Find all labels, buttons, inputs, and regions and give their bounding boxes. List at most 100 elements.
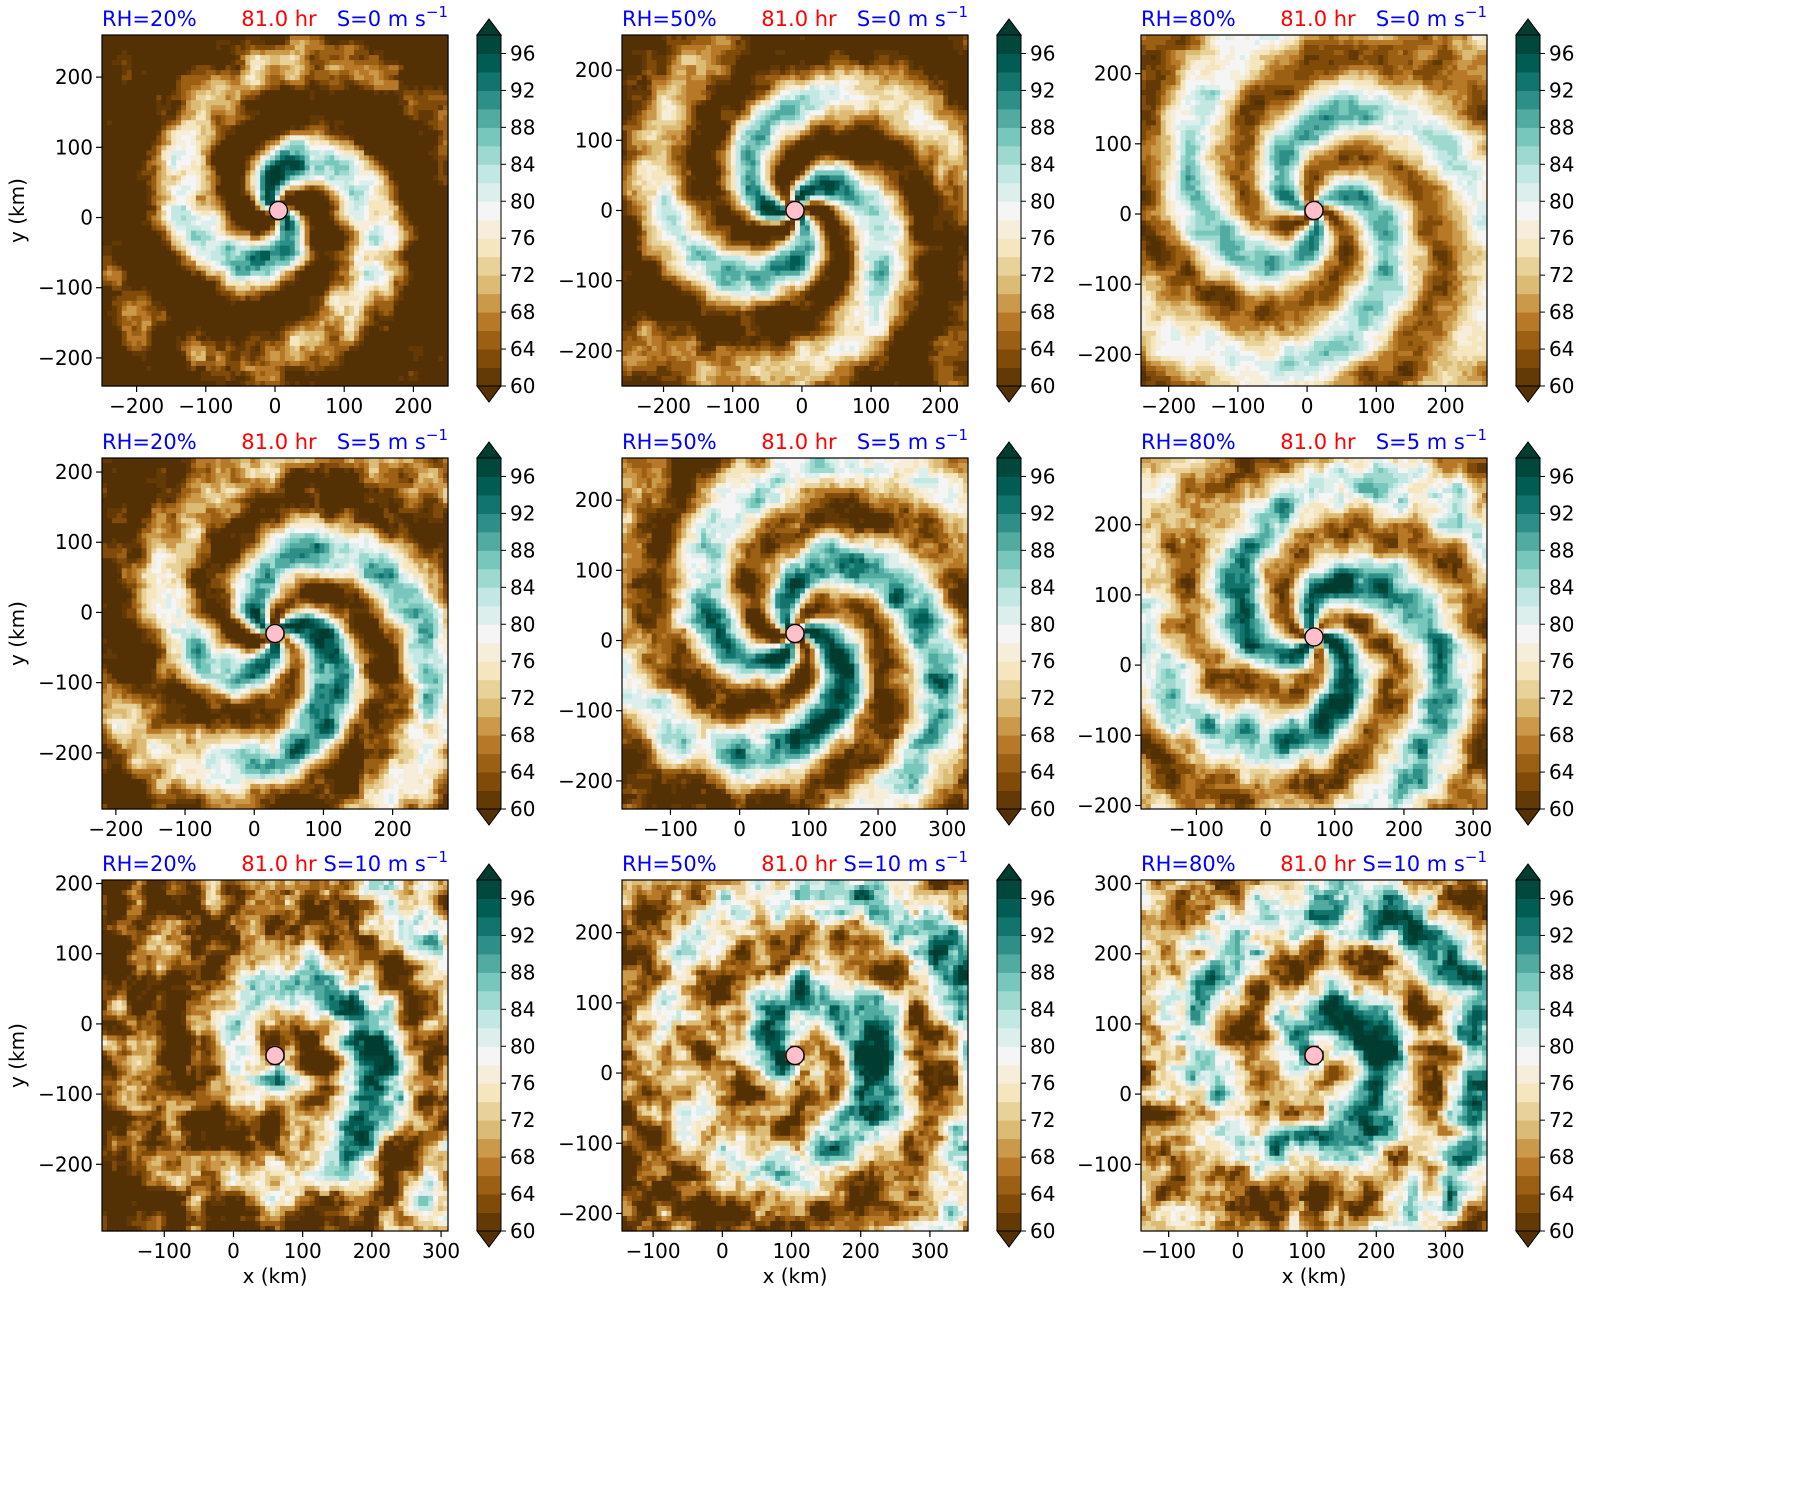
heatmap-cell xyxy=(206,195,212,201)
heatmap-cell xyxy=(151,281,157,287)
heatmap-cell xyxy=(206,271,212,277)
heatmap-cell xyxy=(201,165,207,171)
heatmap-cell xyxy=(151,140,157,146)
heatmap-cell xyxy=(221,351,227,357)
heatmap-cell xyxy=(142,95,148,101)
heatmap-cell xyxy=(156,331,162,337)
heatmap-cell xyxy=(137,286,143,292)
heatmap-cell xyxy=(112,321,118,327)
heatmap-cell xyxy=(186,216,192,222)
heatmap-cell xyxy=(201,326,207,332)
heatmap-cell xyxy=(146,100,152,106)
heatmap-cell xyxy=(107,366,113,372)
heatmap-cell xyxy=(127,226,133,232)
heatmap-cell xyxy=(191,185,197,191)
heatmap-cell xyxy=(231,185,237,191)
heatmap-cell xyxy=(226,200,232,206)
heatmap-cell xyxy=(151,306,157,312)
heatmap-cell xyxy=(226,165,232,171)
heatmap-cell xyxy=(176,326,182,332)
heatmap-cell xyxy=(181,306,187,312)
heatmap-cell xyxy=(211,336,217,342)
heatmap-cell xyxy=(235,261,241,267)
heatmap-cell xyxy=(201,266,207,272)
heatmap-cell xyxy=(206,110,212,116)
heatmap-cell xyxy=(161,80,167,86)
heatmap-cell xyxy=(112,241,118,247)
heatmap-cell xyxy=(211,125,217,131)
heatmap-cell xyxy=(117,211,123,217)
heatmap-cell xyxy=(107,180,113,186)
heatmap-cell xyxy=(127,286,133,292)
heatmap-cell xyxy=(112,231,118,237)
heatmap-cell xyxy=(181,266,187,272)
heatmap-cell xyxy=(226,130,232,136)
heatmap-cell xyxy=(186,256,192,262)
heatmap-cell xyxy=(181,65,187,71)
heatmap-cell xyxy=(201,85,207,91)
heatmap-cell xyxy=(176,95,182,101)
heatmap-cell xyxy=(176,165,182,171)
heatmap-cell xyxy=(226,231,232,237)
heatmap-cell xyxy=(142,336,148,342)
heatmap-cell xyxy=(161,351,167,357)
heatmap-cell xyxy=(146,195,152,201)
heatmap-cell xyxy=(231,236,237,242)
heatmap-cell xyxy=(211,251,217,257)
heatmap-cell xyxy=(137,326,143,332)
heatmap-cell xyxy=(171,90,177,96)
heatmap-cell xyxy=(240,135,246,141)
heatmap-cell xyxy=(186,366,192,372)
heatmap-cell xyxy=(196,95,202,101)
heatmap-cell xyxy=(132,205,138,211)
heatmap-cell xyxy=(226,241,232,247)
heatmap-cell xyxy=(181,291,187,297)
heatmap-cell xyxy=(186,85,192,91)
heatmap-cell xyxy=(196,366,202,372)
heatmap-cell xyxy=(216,261,222,267)
heatmap-cell xyxy=(107,135,113,141)
heatmap-cell xyxy=(235,95,241,101)
heatmap-cell xyxy=(161,246,167,252)
heatmap-cell xyxy=(102,311,108,317)
heatmap-cell xyxy=(102,50,108,56)
heatmap-cell xyxy=(235,366,241,372)
heatmap-cell xyxy=(122,115,128,121)
heatmap-cell xyxy=(132,216,138,222)
heatmap-cell xyxy=(142,331,148,337)
heatmap-cell xyxy=(171,296,177,302)
heatmap-cell xyxy=(176,60,182,66)
heatmap-cell xyxy=(196,341,202,347)
heatmap-cell xyxy=(117,115,123,121)
heatmap-cell xyxy=(196,331,202,337)
heatmap-cell xyxy=(127,175,133,181)
heatmap-cell xyxy=(122,221,128,227)
heatmap-cell xyxy=(161,110,167,116)
heatmap-cell xyxy=(166,341,172,347)
heatmap-cell xyxy=(196,55,202,61)
heatmap-cell xyxy=(216,35,222,41)
heatmap-cell xyxy=(142,236,148,242)
heatmap-cell xyxy=(221,60,227,66)
heatmap-cell xyxy=(216,140,222,146)
heatmap-cell xyxy=(231,246,237,252)
heatmap-cell xyxy=(151,80,157,86)
heatmap-cell xyxy=(102,236,108,242)
heatmap-cell xyxy=(151,256,157,262)
heatmap-cell xyxy=(117,226,123,232)
heatmap-cell xyxy=(112,65,118,71)
heatmap-cell xyxy=(137,80,143,86)
heatmap-cell xyxy=(226,170,232,176)
heatmap-cell xyxy=(231,256,237,262)
heatmap-cell xyxy=(156,296,162,302)
heatmap-cell xyxy=(137,140,143,146)
heatmap-cell xyxy=(151,125,157,131)
heatmap-cell xyxy=(146,50,152,56)
heatmap-cell xyxy=(107,155,113,161)
heatmap-cell xyxy=(235,200,241,206)
heatmap-cell xyxy=(206,291,212,297)
heatmap-cell xyxy=(191,311,197,317)
heatmap-cell xyxy=(206,170,212,176)
heatmap-cell xyxy=(181,336,187,342)
heatmap-cell xyxy=(122,316,128,322)
